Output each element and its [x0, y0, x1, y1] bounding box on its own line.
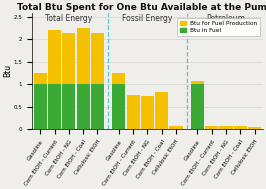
Bar [127, 95, 140, 129]
Bar [48, 30, 61, 84]
Bar [155, 92, 168, 129]
Bar [34, 84, 47, 129]
Bar [234, 125, 247, 129]
Bar [219, 125, 233, 129]
Legend: Btu for Fuel Production, Btu in Fuel: Btu for Fuel Production, Btu in Fuel [177, 18, 260, 36]
Bar [141, 96, 154, 129]
Bar [91, 33, 104, 84]
Bar [112, 73, 125, 84]
Text: Total Energy: Total Energy [45, 14, 92, 23]
Bar [191, 84, 204, 129]
Bar [34, 73, 47, 84]
Bar [77, 84, 90, 129]
Bar [48, 84, 61, 129]
Bar [62, 33, 75, 84]
Bar [169, 125, 182, 129]
Bar [248, 127, 261, 129]
Y-axis label: Btu: Btu [3, 64, 12, 77]
Bar [77, 28, 90, 84]
Bar [91, 84, 104, 129]
Text: Fossil Energy: Fossil Energy [122, 14, 173, 23]
Bar [191, 81, 204, 84]
Bar [112, 84, 125, 129]
Text: Petroleum: Petroleum [207, 14, 246, 23]
Bar [205, 125, 218, 129]
Title: Total Btu Spent for One Btu Available at the Pumps: Total Btu Spent for One Btu Available at… [16, 3, 266, 12]
Bar [62, 84, 75, 129]
